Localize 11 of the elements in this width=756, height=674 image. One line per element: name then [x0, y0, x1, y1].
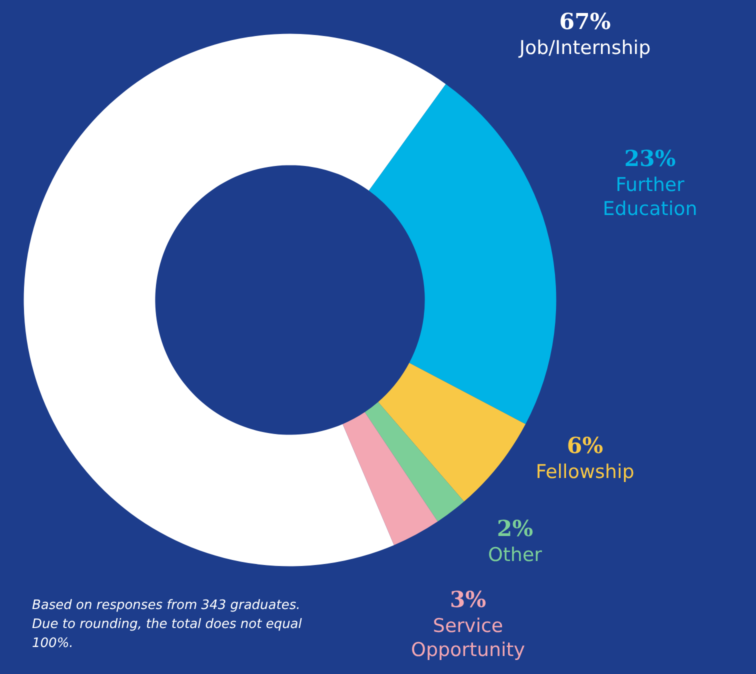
slice-label: Further Education [602, 174, 698, 220]
slice-label: Job/Internship [518, 37, 651, 59]
slice-label: Other [488, 544, 542, 566]
slice-label: Service Opportunity [410, 615, 526, 661]
data-label: 23% [624, 146, 676, 172]
data-label: 6% [566, 433, 604, 459]
data-label: 67% [559, 9, 611, 35]
slice-label: Fellowship [536, 461, 634, 483]
data-label: 2% [496, 516, 534, 542]
data-label: 3% [450, 587, 486, 613]
text: Based on responses from 343 graduates. Due to rounding, the total does not equal 100%. [32, 598, 306, 651]
